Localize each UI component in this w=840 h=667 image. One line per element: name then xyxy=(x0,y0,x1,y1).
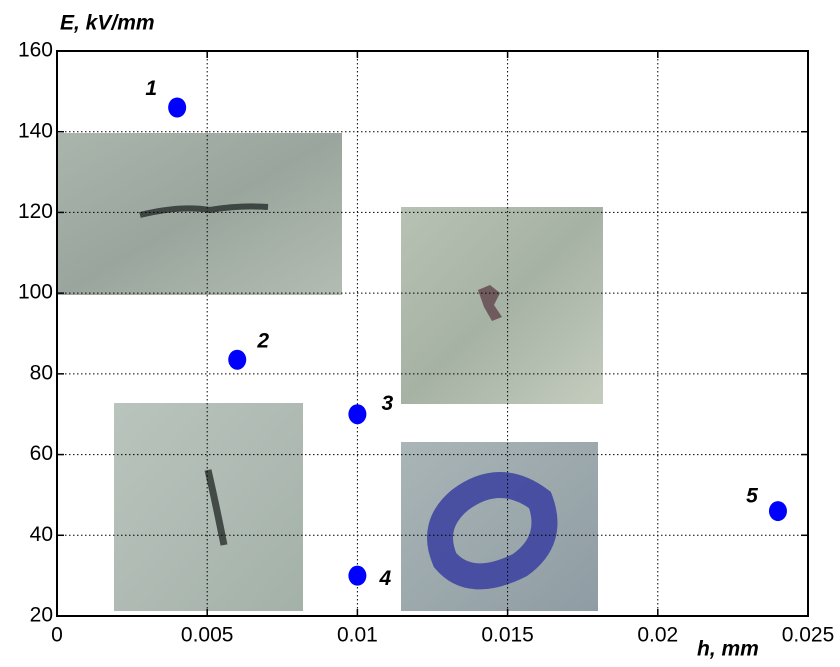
point-label: 3 xyxy=(382,392,394,415)
y-axis-label: E, kV/mm xyxy=(60,12,155,35)
x-axis-label: h, mm xyxy=(697,638,759,661)
point-label: 5 xyxy=(746,485,758,508)
plot-frame xyxy=(56,50,809,617)
point xyxy=(228,349,247,370)
point-label: 2 xyxy=(256,329,269,352)
x-tick-label: 0.02 xyxy=(637,624,678,647)
photo xyxy=(401,207,603,404)
x-tick-label: 0.015 xyxy=(481,624,534,647)
photo-defect xyxy=(478,285,502,321)
x-tick-label: 0 xyxy=(51,624,63,647)
point xyxy=(768,501,787,522)
x-tick-label: 0.01 xyxy=(337,624,378,647)
photo xyxy=(114,403,303,611)
x-tick-label: 0.005 xyxy=(181,624,234,647)
point xyxy=(168,97,187,118)
photo-defect xyxy=(427,472,558,590)
y-tick-label: 20 xyxy=(30,604,53,627)
x-tick-label: 0.025 xyxy=(782,624,835,647)
y-tick-label: 60 xyxy=(30,442,53,465)
point xyxy=(348,404,367,425)
point-label: 4 xyxy=(379,567,392,590)
point-label: 1 xyxy=(145,77,157,100)
y-tick-label: 160 xyxy=(18,39,53,62)
photo xyxy=(57,133,342,295)
y-tick-label: 120 xyxy=(18,200,53,223)
inset-photos xyxy=(57,133,603,611)
photo-defect xyxy=(139,203,269,218)
y-tick-label: 80 xyxy=(30,361,53,384)
y-tick-label: 140 xyxy=(18,119,53,142)
point xyxy=(348,565,367,586)
y-tick-label: 40 xyxy=(30,523,53,546)
y-tick-label: 100 xyxy=(18,281,53,304)
photo-defect xyxy=(204,469,228,546)
